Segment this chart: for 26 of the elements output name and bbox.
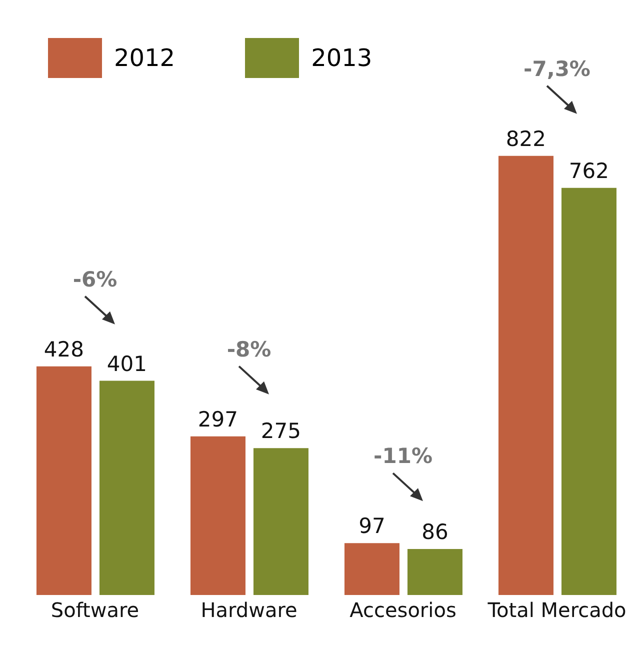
data-label: 762: [568, 158, 610, 183]
bar: [99, 380, 154, 595]
x-tick-label: Accesorios: [350, 598, 456, 622]
data-label: 297: [198, 407, 238, 432]
bar: [190, 436, 246, 595]
x-tick-label: Hardware: [200, 598, 298, 622]
text: -7,3%: [524, 56, 590, 81]
bar: [344, 543, 400, 595]
x-tick-label: Total Mercado: [486, 598, 626, 622]
data-label: 86: [422, 520, 448, 544]
annotation: -6%: [72, 267, 118, 292]
data-label: 428: [44, 337, 84, 362]
bar: [253, 448, 308, 595]
annotation: -11%: [374, 444, 432, 468]
bar: [498, 156, 554, 595]
data-label: 97: [358, 514, 386, 538]
bar: [36, 366, 92, 595]
annotation: -8%: [226, 337, 272, 362]
data-label: 275: [260, 419, 302, 444]
x-tick-label: Software: [50, 598, 140, 622]
data-label: 401: [106, 352, 148, 376]
legend-label: 2012: [114, 44, 176, 72]
legend-label: 2013: [311, 44, 372, 72]
bar: [407, 549, 462, 595]
data-label: 822: [506, 126, 546, 151]
bar: [561, 188, 616, 595]
